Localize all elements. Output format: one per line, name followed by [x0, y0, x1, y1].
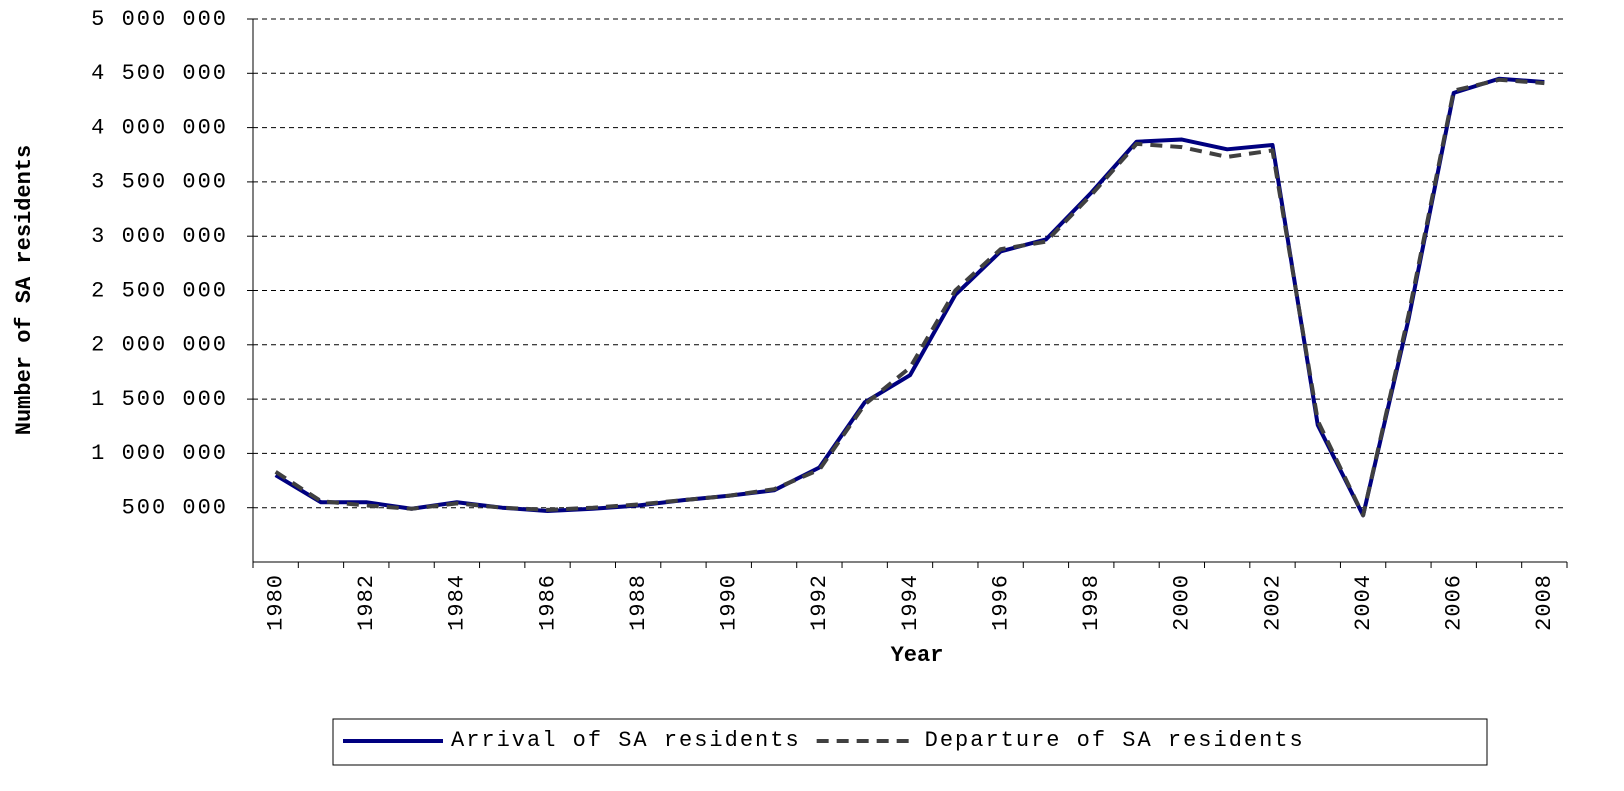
- x-tick-label: 1998: [1079, 574, 1104, 631]
- line-series: [274, 77, 1545, 518]
- x-tick-label: 1996: [988, 574, 1013, 631]
- x-tick-label: 1980: [263, 574, 288, 631]
- y-tick-label: 3 500 000: [91, 170, 228, 195]
- y-tick-label: 4 000 000: [91, 115, 228, 140]
- x-tick-label: 1990: [717, 574, 742, 631]
- x-tick-label: 2002: [1260, 574, 1285, 631]
- x-tick-label: 1988: [626, 574, 651, 631]
- x-tick-label: 1982: [354, 574, 379, 631]
- x-tick-label: 2000: [1170, 574, 1195, 631]
- y-axis-label: Number of SA residents: [12, 145, 37, 435]
- legend-box: [332, 718, 1488, 766]
- x-tick-label: 2008: [1532, 574, 1557, 631]
- x-tick-label: 2006: [1442, 574, 1467, 631]
- legend-label: Departure of SA residents: [925, 728, 1305, 753]
- x-axis-label: Year: [891, 643, 944, 668]
- legend-label: Arrival of SA residents: [451, 728, 801, 753]
- x-tick-label: 1994: [898, 574, 923, 631]
- y-tick-label: 2 000 000: [91, 333, 228, 358]
- y-tick-label: 500 000: [122, 496, 228, 521]
- y-tick-label: 2 500 000: [91, 278, 228, 303]
- y-tick-label: 5 000 000: [91, 7, 228, 32]
- y-tick-label: 1 000 000: [91, 441, 228, 466]
- x-tick-label: 1992: [807, 574, 832, 631]
- line-series: [274, 76, 1545, 518]
- y-tick-label: 4 500 000: [91, 61, 228, 86]
- x-tick-label: 2004: [1351, 574, 1376, 631]
- x-tick-label: 1986: [535, 574, 560, 631]
- y-tick-label: 1 500 000: [91, 387, 228, 412]
- x-tick-label: 1984: [445, 574, 470, 631]
- y-tick-label: 3 000 000: [91, 224, 228, 249]
